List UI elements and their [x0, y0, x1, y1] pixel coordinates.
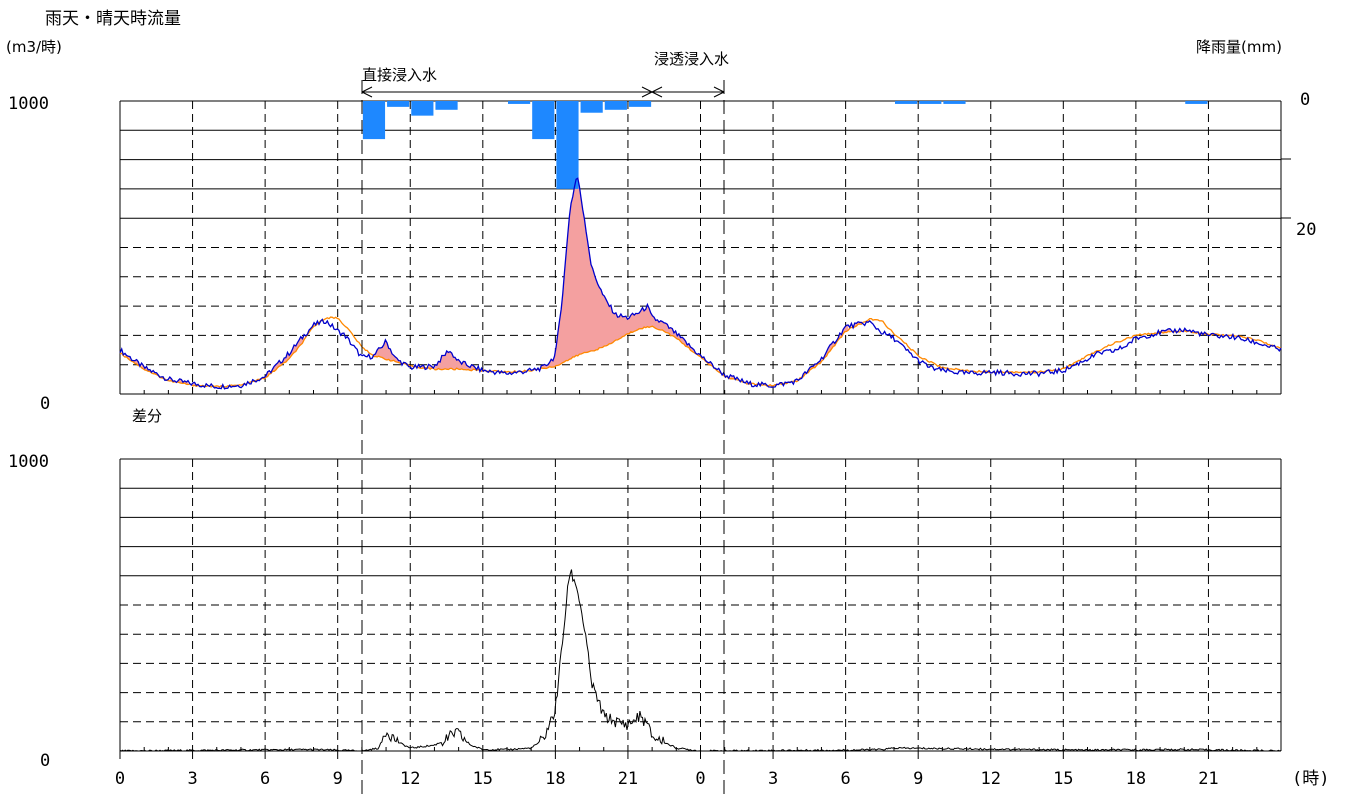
direct-inflow-arrowhead-right	[641, 86, 653, 98]
difference-label: 差分	[132, 407, 162, 425]
rainfall-bar	[895, 101, 918, 104]
difference-line	[119, 569, 1282, 752]
infiltration-inflow-annotation: 浸透浸入水	[651, 50, 729, 98]
difference-area	[272, 334, 305, 372]
chart-title: 雨天・晴天時流量	[45, 9, 181, 29]
x-tick-label: 21	[618, 769, 638, 789]
rainfall-bar	[1185, 101, 1208, 104]
y-tick-label: 1000	[8, 94, 49, 114]
difference-area	[373, 339, 401, 364]
x-tick-label: 3	[768, 769, 778, 789]
wet-weather-flow-line	[119, 177, 1282, 390]
upper-panel: 1000 0 0 20	[8, 90, 1316, 414]
y-tick-label: 0	[40, 394, 50, 414]
x-tick-label: 0	[115, 769, 125, 789]
x-tick-label: 9	[913, 769, 923, 789]
x-tick-label: 6	[841, 769, 851, 789]
infiltration-arrowhead-right	[713, 86, 725, 98]
rainfall-bar	[362, 101, 386, 140]
rainfall-bar	[919, 101, 942, 104]
left-unit-label: (m3/時)	[6, 38, 62, 56]
y2-tick-label: 0	[1300, 90, 1310, 110]
x-tick-label: 15	[473, 769, 493, 789]
infiltration-arrowhead-left	[651, 86, 663, 98]
rainfall-bar	[604, 101, 627, 110]
y-tick-label: 1000	[8, 452, 49, 472]
x-tick-label: 0	[695, 769, 705, 789]
x-tick-label: 21	[1198, 769, 1218, 789]
y-tick-label: 0	[40, 751, 50, 771]
x-tick-label: 3	[187, 769, 197, 789]
rainfall-bar	[508, 101, 531, 104]
rainfall-bar	[628, 101, 652, 107]
rainfall-bar	[411, 101, 434, 116]
x-tick-label: 18	[545, 769, 565, 789]
x-tick-label: 18	[1126, 769, 1146, 789]
dry-weather-flow-line	[119, 316, 1281, 388]
right-unit-label: 降雨量(mm)	[1196, 38, 1282, 56]
direct-inflow-annotation: 直接浸入水	[361, 66, 653, 98]
y2-tick-label: 20	[1296, 220, 1316, 240]
rainfall-bar	[556, 101, 579, 189]
x-tick-label: 9	[333, 769, 343, 789]
rainfall-bar	[435, 101, 458, 110]
x-tick-label: 12	[981, 769, 1001, 789]
direct-inflow-arrowhead-left	[361, 86, 373, 98]
rainfall-bar	[943, 101, 966, 104]
direct-inflow-label: 直接浸入水	[362, 66, 437, 84]
x-axis-label: (時)	[1292, 769, 1329, 789]
x-tick-label: 6	[260, 769, 270, 789]
x-tick-label: 12	[400, 769, 420, 789]
lower-panel: 1000 0 0 3 6 9 12 15 18 21 0 3 6 9 12 15 18 21 (時)	[8, 452, 1329, 789]
infiltration-inflow-label: 浸透浸入水	[654, 50, 729, 68]
rainfall-bar	[532, 101, 555, 140]
x-tick-label: 15	[1053, 769, 1073, 789]
rainfall-bar	[387, 101, 410, 107]
rainfall-bar	[580, 101, 603, 113]
